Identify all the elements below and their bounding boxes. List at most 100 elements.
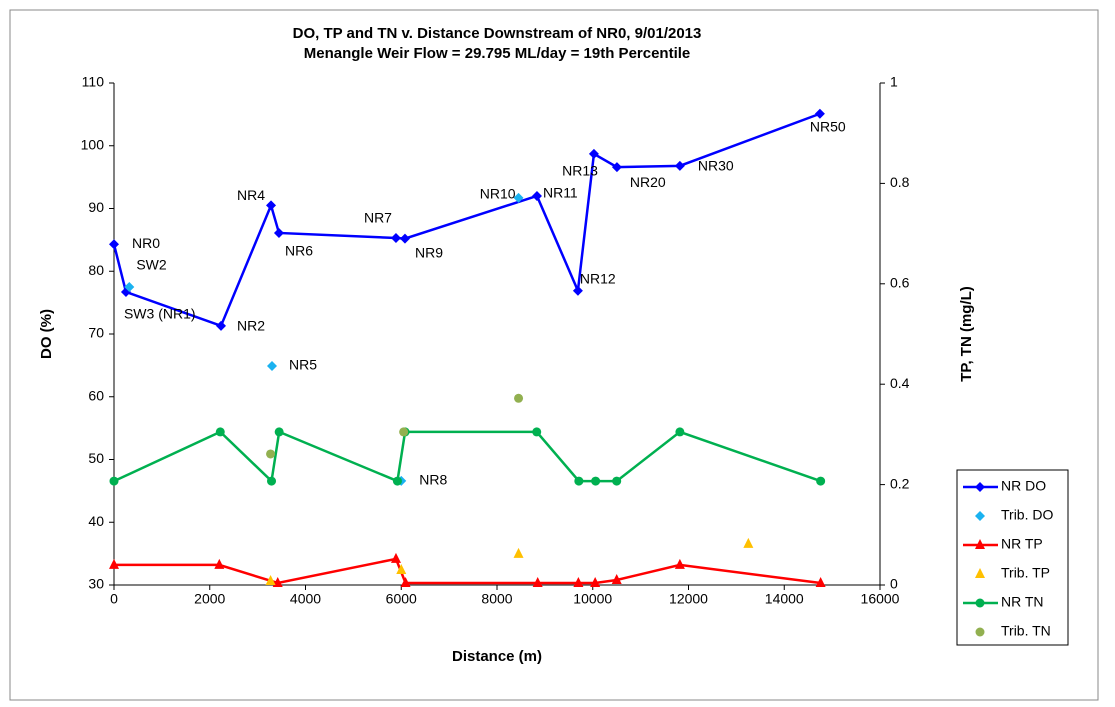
data-point — [396, 563, 407, 574]
point-label: NR2 — [237, 318, 265, 334]
legend-label: NR TP — [1001, 536, 1043, 552]
data-point — [390, 552, 401, 563]
point-label: NR7 — [364, 210, 392, 226]
legend-marker — [975, 627, 985, 637]
data-point — [109, 239, 119, 250]
legend-marker — [975, 482, 985, 492]
y-tick-label: 40 — [88, 513, 104, 529]
data-point — [109, 558, 119, 569]
point-label: NR6 — [285, 243, 313, 259]
data-point — [392, 476, 402, 486]
x-tick-label: 16000 — [861, 591, 900, 607]
x-tick-label: 2000 — [194, 591, 225, 607]
y2-tick-label: 0.6 — [890, 275, 910, 291]
data-point — [674, 558, 685, 569]
point-label: SW2 — [136, 257, 167, 273]
point-label: NR20 — [630, 174, 666, 190]
data-point — [588, 148, 599, 159]
x-tick-label: 0 — [110, 591, 118, 607]
x-tick-label: 14000 — [765, 591, 804, 607]
data-point — [400, 576, 411, 587]
data-point — [266, 449, 276, 459]
data-point — [532, 427, 542, 437]
point-label: NR4 — [237, 187, 265, 203]
data-point — [399, 233, 410, 244]
legend-marker — [975, 568, 985, 578]
x-tick-label: 4000 — [290, 591, 321, 607]
data-point — [573, 576, 584, 587]
data-point — [572, 285, 583, 296]
legend-marker — [975, 598, 985, 608]
legend-label: NR DO — [1001, 478, 1046, 494]
data-point — [266, 200, 277, 211]
data-point — [214, 558, 225, 569]
data-point — [612, 476, 622, 486]
y-tick-label: 80 — [88, 262, 104, 278]
x-axis-label: Distance (m) — [452, 648, 542, 665]
point-label: NR12 — [580, 270, 616, 286]
data-point — [674, 160, 685, 171]
data-point — [216, 320, 227, 331]
x-tick-label: 6000 — [386, 591, 417, 607]
data-point — [109, 476, 119, 486]
data-point — [215, 427, 225, 437]
x-tick-label: 12000 — [669, 591, 708, 607]
data-point — [267, 476, 277, 486]
point-label: NR9 — [415, 244, 443, 260]
data-point — [591, 476, 601, 486]
legend-marker — [975, 539, 985, 549]
data-point — [265, 574, 276, 585]
data-point — [574, 476, 584, 486]
legend-label: Trib. TN — [1001, 623, 1051, 639]
x-tick-label: 10000 — [573, 591, 612, 607]
data-point — [266, 361, 277, 372]
point-label: NR13 — [562, 163, 598, 179]
data-point — [399, 427, 409, 437]
legend-label: Trib. TP — [1001, 565, 1050, 581]
y2-axis-label: TP, TN (mg/L) — [958, 286, 975, 382]
data-point — [124, 281, 135, 292]
y2-tick-label: 0 — [890, 576, 898, 592]
data-point — [513, 547, 524, 558]
data-point — [611, 162, 622, 173]
data-point — [590, 576, 601, 587]
series-line — [113, 430, 822, 484]
y-tick-label: 60 — [88, 387, 104, 403]
data-point — [675, 427, 685, 437]
y2-tick-label: 0.2 — [890, 475, 910, 491]
data-point — [514, 393, 524, 403]
point-label: NR10 — [480, 186, 516, 202]
point-label: NR11 — [543, 185, 578, 201]
y2-tick-label: 1 — [890, 74, 898, 90]
point-label: NR8 — [419, 472, 447, 488]
point-label: SW3 (NR1) — [124, 306, 196, 322]
y2-tick-label: 0.4 — [890, 375, 910, 391]
y-axis-label: DO (%) — [38, 309, 55, 359]
y-tick-label: 90 — [88, 199, 104, 215]
x-tick-label: 8000 — [481, 591, 512, 607]
y-tick-label: 110 — [82, 74, 105, 90]
y-tick-label: 100 — [81, 136, 105, 152]
data-point — [816, 476, 826, 486]
y-tick-label: 50 — [88, 450, 104, 466]
legend-marker — [975, 511, 985, 521]
data-point — [611, 573, 622, 584]
data-point — [743, 537, 754, 548]
data-point — [513, 192, 524, 203]
chart-title: DO, TP and TN v. Distance Downstream of … — [293, 25, 702, 42]
data-point — [532, 576, 543, 587]
point-label: NR0 — [132, 235, 160, 251]
data-point — [273, 227, 284, 238]
point-label: NR30 — [698, 158, 734, 174]
point-label: NR5 — [289, 357, 317, 373]
legend-label: Trib. DO — [1001, 507, 1053, 523]
y-tick-label: 70 — [88, 325, 104, 341]
data-point — [531, 190, 542, 201]
data-point — [390, 232, 401, 243]
y-tick-label: 30 — [88, 576, 104, 592]
y2-tick-label: 0.8 — [890, 174, 910, 190]
point-label: NR50 — [810, 118, 846, 134]
legend-label: NR TN — [1001, 594, 1044, 610]
data-point — [815, 576, 826, 587]
